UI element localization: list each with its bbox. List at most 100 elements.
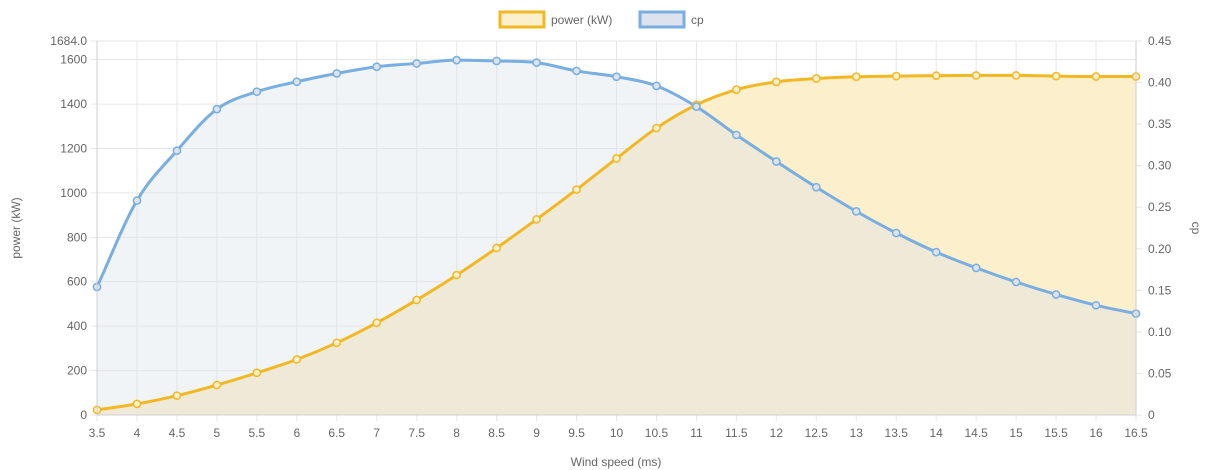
y-left-tick-label: 1200	[60, 141, 87, 155]
x-tick-label: 14.5	[964, 426, 988, 440]
power-data-point	[1011, 71, 1021, 80]
y-left-max-label: 1684.0	[50, 34, 87, 48]
y-left-tick-label: 1400	[60, 97, 87, 111]
x-tick-label: 8.5	[488, 426, 505, 440]
power-data-point	[492, 243, 501, 253]
x-tick-label: 16.5	[1124, 426, 1148, 440]
x-tick-label: 12.5	[805, 426, 829, 440]
x-tick-label: 16	[1089, 426, 1103, 440]
y-left-tick-label: 1600	[60, 53, 87, 67]
cp-data-point	[1091, 300, 1101, 310]
x-tick-label: 15.5	[1044, 426, 1068, 440]
x-tick-label: 13	[850, 426, 864, 440]
y-right-axis-title: cp	[1189, 222, 1203, 235]
power-data-point	[572, 185, 581, 194]
power-data-point	[612, 154, 621, 163]
cp-data-point	[1011, 277, 1021, 287]
cp-data-point	[692, 102, 701, 112]
power-data-point	[1051, 71, 1061, 81]
x-tick-label: 4.5	[169, 426, 186, 440]
y-left-tick-label: 200	[67, 364, 87, 378]
x-tick-label: 9.5	[568, 426, 585, 440]
x-tick-label: 5.5	[249, 426, 266, 440]
power-data-point	[532, 214, 541, 224]
x-tick-label: 6	[293, 426, 300, 440]
x-tick-label: 7	[373, 426, 380, 440]
cp-data-point	[332, 69, 342, 78]
series-layer	[92, 55, 1141, 416]
x-tick-label: 14	[930, 426, 944, 440]
legend-label-power[interactable]: power (kW)	[551, 13, 612, 27]
cp-data-point	[891, 228, 901, 238]
y-right-tick-label: 0.35	[1148, 117, 1172, 131]
cp-data-point	[292, 77, 302, 87]
y-left-tick-label: 600	[67, 275, 87, 289]
power-data-point	[771, 77, 781, 87]
cp-data-point	[492, 56, 501, 66]
x-tick-label: 10.5	[645, 426, 669, 440]
cp-data-point	[132, 196, 142, 205]
y-right-tick-label: 0.05	[1148, 366, 1172, 380]
y-left-tick-label: 0	[80, 408, 87, 422]
cp-data-point	[931, 247, 941, 257]
x-tick-label: 11.5	[725, 426, 748, 440]
x-tick-label: 12	[770, 426, 784, 440]
y-right-tick-label: 0.15	[1148, 283, 1172, 297]
power-data-point	[372, 318, 382, 328]
x-tick-label: 9	[533, 426, 540, 440]
y-right-tick-label: 0.40	[1148, 76, 1172, 90]
power-data-point	[1091, 72, 1101, 81]
x-tick-label: 13.5	[885, 426, 909, 440]
power-data-point	[891, 71, 901, 81]
power-area-fill	[97, 75, 1136, 416]
y-right-tick-label: 0.25	[1148, 200, 1172, 214]
cp-data-point	[851, 207, 861, 216]
cp-data-point	[811, 182, 821, 192]
power-data-point	[971, 71, 981, 80]
cp-data-point	[252, 87, 262, 97]
x-tick-label: 11	[690, 426, 703, 440]
x-tick-label: 6.5	[328, 426, 345, 440]
y-left-tick-label: 800	[67, 230, 87, 244]
axes: 3.5 4 4.5 5 5.5 6 6.5 7 7.5 8 8.5 9 9.5 10 10.5 11 11.5 1…	[50, 34, 1171, 440]
legend-swatch-power[interactable]	[498, 10, 546, 29]
y-right-tick-label: 0.20	[1148, 242, 1172, 256]
x-tick-label: 4	[134, 426, 141, 440]
power-data-point	[132, 399, 142, 409]
legend-label-cp[interactable]: cp	[691, 13, 704, 27]
cp-data-point	[1051, 290, 1061, 299]
cp-data-point	[172, 146, 182, 156]
x-tick-label: 10	[610, 426, 624, 440]
cp-data-point	[372, 62, 382, 72]
cp-area-fill	[97, 60, 1136, 416]
cp-data-point	[452, 55, 462, 65]
power-data-point	[652, 123, 661, 133]
y-right-tick-label: 0.30	[1148, 159, 1172, 173]
legend-swatch-cp[interactable]	[638, 10, 686, 29]
y-right-tick-label: 0	[1148, 408, 1155, 422]
power-data-point	[252, 368, 262, 378]
cp-data-point	[971, 263, 981, 273]
x-tick-label: 7.5	[408, 426, 425, 440]
y-left-tick-label: 400	[67, 319, 87, 333]
cp-data-point	[532, 58, 541, 67]
power-data-point	[452, 270, 462, 280]
power-data-point	[851, 72, 861, 82]
power-data-point	[412, 295, 422, 305]
cp-data-point	[612, 72, 621, 82]
cp-data-point	[572, 66, 581, 76]
power-data-point	[811, 74, 821, 83]
power-data-point	[172, 391, 182, 401]
power-data-point	[332, 338, 342, 348]
power-data-point	[931, 71, 941, 80]
legend[interactable]: power (kW) cp	[498, 10, 704, 29]
x-tick-label: 15	[1009, 426, 1023, 440]
x-axis-title: Wind speed (ms)	[571, 455, 662, 469]
x-tick-label: 3.5	[89, 426, 106, 440]
cp-data-point	[771, 157, 781, 166]
y-right-tick-label: 0.10	[1148, 325, 1172, 339]
power-data-point	[292, 355, 302, 364]
y-left-tick-label: 1000	[60, 186, 87, 200]
